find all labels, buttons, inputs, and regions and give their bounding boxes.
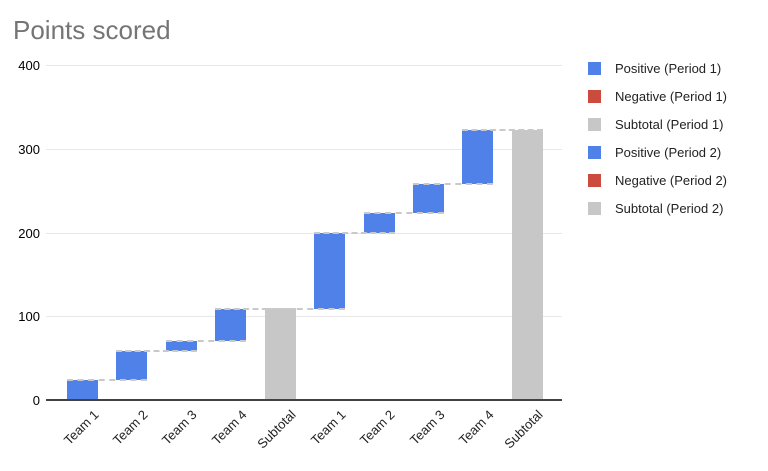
legend-label: Subtotal (Period 1) (615, 117, 724, 132)
legend-item: Subtotal (Period 1) (588, 117, 727, 132)
gridline (46, 65, 562, 66)
gridline (46, 316, 562, 318)
connector-line (264, 307, 346, 310)
legend-swatch (588, 62, 601, 75)
gridline (46, 232, 562, 234)
plot-area (46, 65, 562, 401)
legend-item: Negative (Period 1) (588, 89, 727, 104)
connector-line (215, 307, 296, 310)
legend-label: Negative (Period 1) (615, 89, 727, 104)
subtotal-bar (511, 130, 543, 400)
legend-swatch (588, 146, 601, 159)
legend-item: Subtotal (Period 2) (588, 201, 727, 216)
connector-line (116, 349, 197, 352)
legend-label: Positive (Period 1) (615, 61, 722, 76)
connector-line (413, 182, 494, 185)
waterfall-bar (67, 379, 98, 400)
connector-line (165, 339, 247, 342)
waterfall-bar (165, 340, 197, 351)
connector-line (314, 232, 395, 235)
gridline (46, 148, 562, 150)
y-axis-tick-label: 200 (18, 225, 40, 241)
y-axis-tick-label: 300 (18, 141, 40, 157)
waterfall-bar (363, 213, 395, 234)
connector-line (363, 212, 444, 215)
legend-swatch (588, 174, 601, 187)
legend: Positive (Period 1) Negative (Period 1) Su… (588, 61, 727, 229)
y-axis-tick-label: 0 (32, 393, 40, 408)
legend-label: Subtotal (Period 2) (615, 201, 724, 216)
legend-label: Positive (Period 2) (615, 145, 722, 160)
waterfall-bar (462, 130, 494, 184)
x-axis-line (46, 399, 562, 401)
legend-swatch (588, 202, 601, 215)
legend-swatch (588, 118, 601, 131)
connector-line (462, 129, 543, 132)
legend-item: Positive (Period 1) (588, 61, 727, 76)
legend-swatch (588, 90, 601, 103)
chart-title: Points scored (13, 15, 171, 45)
connector-line (67, 378, 148, 381)
legend-label: Negative (Period 2) (615, 173, 727, 188)
y-axis-tick-label: 100 (18, 309, 40, 325)
waterfall-bar (116, 350, 148, 380)
waterfall-bar (215, 308, 247, 341)
legend-item: Positive (Period 2) (588, 145, 727, 160)
waterfall-bar (413, 183, 444, 214)
y-axis-tick-label: 400 (18, 58, 40, 73)
subtotal-bar (264, 308, 296, 400)
waterfall-bar (314, 233, 346, 309)
legend-item: Negative (Period 2) (588, 173, 727, 188)
